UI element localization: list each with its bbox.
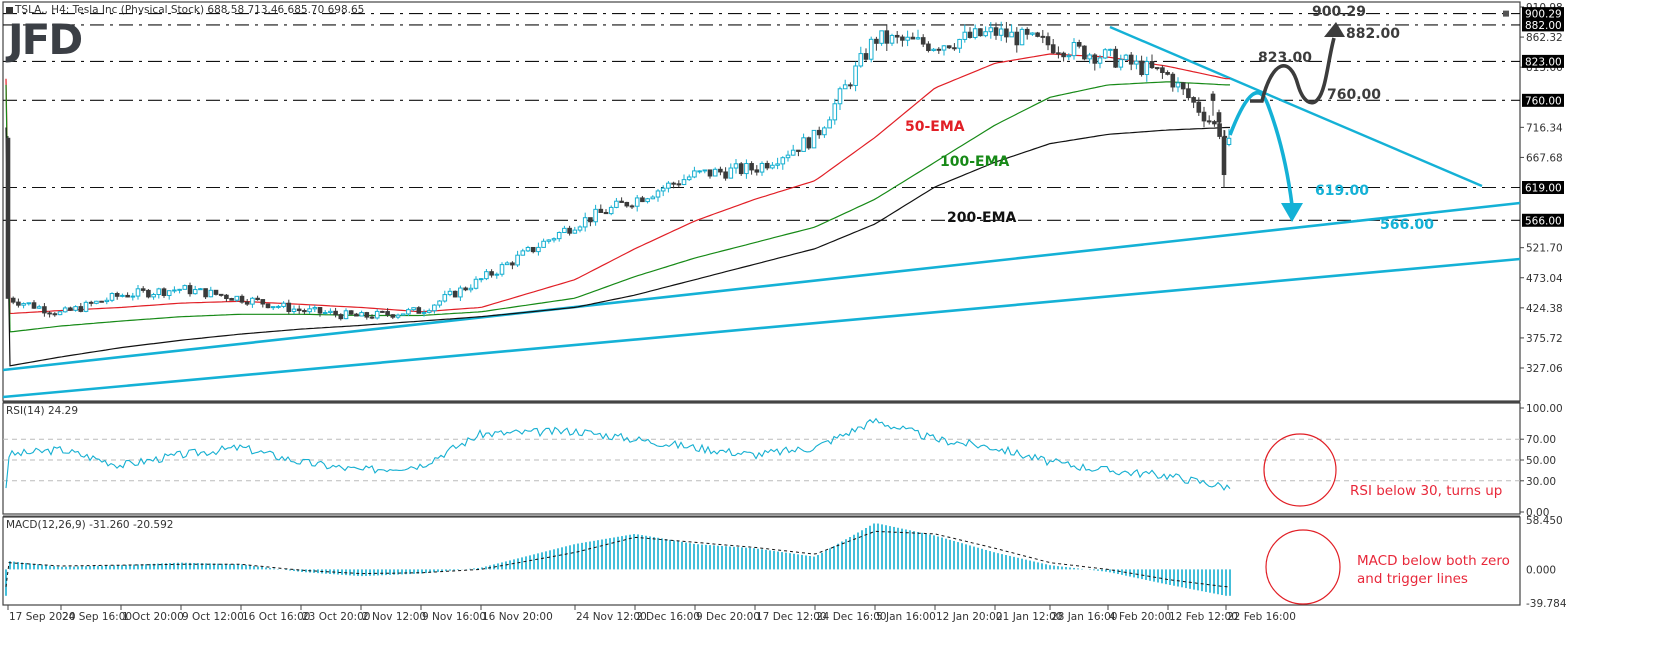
svg-text:21 Jan 12:00: 21 Jan 12:00	[996, 611, 1062, 623]
svg-text:862.32: 862.32	[1526, 32, 1563, 44]
level-566-label: 566.00	[1380, 217, 1434, 233]
svg-text:12 Jan 20:00: 12 Jan 20:00	[936, 611, 1002, 623]
svg-text:375.72: 375.72	[1526, 333, 1563, 345]
svg-text:5 Jan 16:00: 5 Jan 16:00	[876, 611, 936, 623]
svg-text:0.000: 0.000	[1526, 564, 1556, 576]
ema100-label: 100-EMA	[940, 154, 1010, 170]
rsi-highlight-circle	[1263, 433, 1337, 507]
macd-title: MACD(12,26,9) -31.260 -20.592	[6, 519, 173, 531]
svg-text:2 Dec 16:00: 2 Dec 16:00	[636, 611, 700, 623]
ema-lines	[5, 53, 1230, 367]
svg-text:17 Sep 2020: 17 Sep 2020	[9, 611, 76, 623]
svg-text:23 Oct 20:00: 23 Oct 20:00	[302, 611, 370, 623]
price-axis: 910.98862.32813.66716.34667.68521.70473.…	[1503, 2, 1564, 375]
svg-text:716.34: 716.34	[1526, 122, 1563, 134]
jfd-logo: JFD	[5, 15, 83, 64]
svg-text:882.00: 882.00	[1525, 20, 1562, 32]
svg-text:16 Oct 16:00: 16 Oct 16:00	[242, 611, 310, 623]
uptrend-lower-line[interactable]	[2, 257, 1521, 399]
level-900-label: 900.29	[1312, 4, 1366, 20]
bearish-scenario	[1228, 91, 1303, 222]
svg-text:566.00: 566.00	[1525, 215, 1562, 227]
svg-text:2 Nov 12:00: 2 Nov 12:00	[362, 611, 426, 623]
svg-text:4 Feb 20:00: 4 Feb 20:00	[1109, 611, 1171, 623]
macd-panel	[2, 515, 1521, 606]
horizontal-levels	[3, 13, 1520, 221]
svg-text:0.00: 0.00	[1526, 507, 1549, 519]
svg-text:JFD: JFD	[5, 15, 81, 64]
svg-text:667.68: 667.68	[1526, 152, 1563, 164]
svg-text:-39.784: -39.784	[1526, 598, 1567, 610]
svg-text:24 Dec 16:00: 24 Dec 16:00	[816, 611, 887, 623]
svg-text:24 Sep 16:00: 24 Sep 16:00	[62, 611, 132, 623]
svg-text:17 Dec 12:00: 17 Dec 12:00	[756, 611, 827, 623]
svg-text:900.29: 900.29	[1525, 9, 1562, 21]
rsi-panel	[2, 401, 1521, 515]
svg-text:100.00: 100.00	[1526, 403, 1563, 415]
rsi-annotation: RSI below 30, turns up	[1350, 483, 1502, 499]
arrow-down-icon	[1281, 203, 1303, 222]
price-panel	[2, 1, 1521, 402]
svg-text:619.00: 619.00	[1525, 183, 1562, 195]
level-823-label: 823.00	[1258, 50, 1312, 66]
svg-text:823.00: 823.00	[1525, 56, 1562, 68]
svg-text:760.00: 760.00	[1525, 95, 1562, 107]
svg-text:50.00: 50.00	[1526, 455, 1556, 467]
svg-text:22 Feb 16:00: 22 Feb 16:00	[1227, 611, 1296, 623]
level-619-label: 619.00	[1315, 183, 1369, 199]
macd-annotation-line1: MACD below both zero	[1357, 553, 1510, 569]
svg-text:327.06: 327.06	[1526, 363, 1563, 375]
svg-text:58.450: 58.450	[1526, 515, 1563, 527]
macd-histogram	[5, 523, 1231, 596]
chart-handle-icon[interactable]	[6, 7, 13, 14]
svg-text:70.00: 70.00	[1526, 434, 1556, 446]
rsi-title: RSI(14) 24.29	[6, 405, 78, 417]
macd-annotation-line2: and trigger lines	[1357, 571, 1468, 587]
svg-text:9 Dec 20:00: 9 Dec 20:00	[696, 611, 760, 623]
candlesticks	[5, 21, 1232, 321]
ema50-label: 50-EMA	[905, 119, 965, 135]
downtrend-line[interactable]	[1109, 25, 1483, 188]
bullish-scenario	[1250, 22, 1345, 105]
svg-text:9 Nov 16:00: 9 Nov 16:00	[422, 611, 486, 623]
uptrend-upper-line[interactable]	[2, 201, 1521, 372]
svg-text:424.38: 424.38	[1526, 303, 1563, 315]
rsi-line	[5, 417, 1231, 491]
symbol-header: TSLA., H4: Tesla Inc (Physical Stock) 68…	[14, 4, 364, 16]
macd-highlight-circle	[1265, 529, 1341, 605]
level-882-label: 882.00	[1346, 26, 1400, 42]
svg-text:521.70: 521.70	[1526, 243, 1563, 255]
svg-text:9 Oct 12:00: 9 Oct 12:00	[182, 611, 244, 623]
ema200-label: 200-EMA	[947, 210, 1017, 226]
level-760-label: 760.00	[1327, 87, 1381, 103]
svg-text:24 Nov 12:00: 24 Nov 12:00	[576, 611, 647, 623]
svg-text:28 Jan 16:00: 28 Jan 16:00	[1051, 611, 1117, 623]
svg-text:473.04: 473.04	[1526, 273, 1563, 285]
trendlines	[2, 25, 1521, 399]
arrow-up-icon	[1324, 22, 1345, 37]
svg-text:1 Oct 20:00: 1 Oct 20:00	[122, 611, 184, 623]
svg-text:12 Feb 12:00: 12 Feb 12:00	[1169, 611, 1238, 623]
svg-text:16 Nov 20:00: 16 Nov 20:00	[482, 611, 553, 623]
svg-text:30.00: 30.00	[1526, 476, 1556, 488]
rsi-reference-lines	[3, 438, 1520, 482]
